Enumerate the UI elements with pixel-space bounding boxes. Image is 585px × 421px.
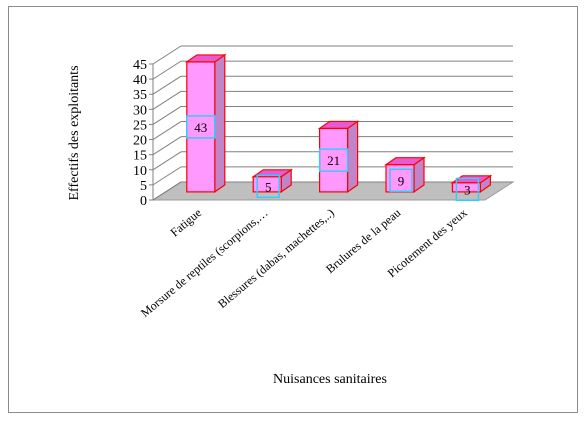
bar-front [252,176,282,193]
gridline-diagonal [152,90,182,110]
gridline-diagonal [152,121,182,140]
bar: 9 [384,156,426,194]
gridline-diagonal [152,136,182,156]
bar-front [451,182,481,193]
y-tick-label: 40 [133,73,147,88]
gridline-diagonal [152,75,182,95]
y-tick-label: 10 [133,164,147,179]
chart-area [8,6,578,413]
x-category-label: Blessures (dabas, machettes,..) [215,206,337,311]
data-label-box [318,148,349,172]
bars: 43 5 21 9 3 [184,53,493,202]
bar: 3 [450,174,493,202]
x-axis-title: Nuisances sanitaires [273,372,387,387]
x-category-label: Morsure de reptiles (scorpions,… [138,206,271,320]
gridline-diagonal [152,45,182,65]
y-axis-title: Effectifs des exploitants [67,65,82,200]
data-label: 3 [464,182,471,197]
y-tick-label: 5 [140,179,147,194]
data-label-box [256,174,280,199]
gridline-diagonal [152,166,182,186]
data-label-box [455,177,480,202]
bar: 43 [184,53,227,194]
bar-side [347,120,359,194]
data-label: 43 [194,120,207,135]
bar: 21 [317,120,360,194]
bar-side [214,53,226,194]
data-label: 21 [327,153,340,168]
y-tick-label: 0 [140,194,147,209]
y-tick-label: 45 [133,58,147,73]
gridline-diagonal [152,151,182,171]
gridline-diagonal [152,181,182,201]
data-label-box [186,115,216,139]
bar: 5 [251,168,294,199]
data-label: 5 [265,179,272,194]
y-tick-label: 25 [133,118,147,133]
gridline-diagonal [152,106,182,125]
y-tick-label: 15 [133,149,147,164]
y-tick-label: 20 [133,134,147,149]
y-tick-label: 35 [133,88,147,103]
data-label-box [389,168,413,193]
x-category-label: Fatigue [168,206,205,240]
y-tick-label: 30 [133,103,147,118]
data-label: 9 [398,173,405,188]
gridline-diagonal [152,60,182,80]
